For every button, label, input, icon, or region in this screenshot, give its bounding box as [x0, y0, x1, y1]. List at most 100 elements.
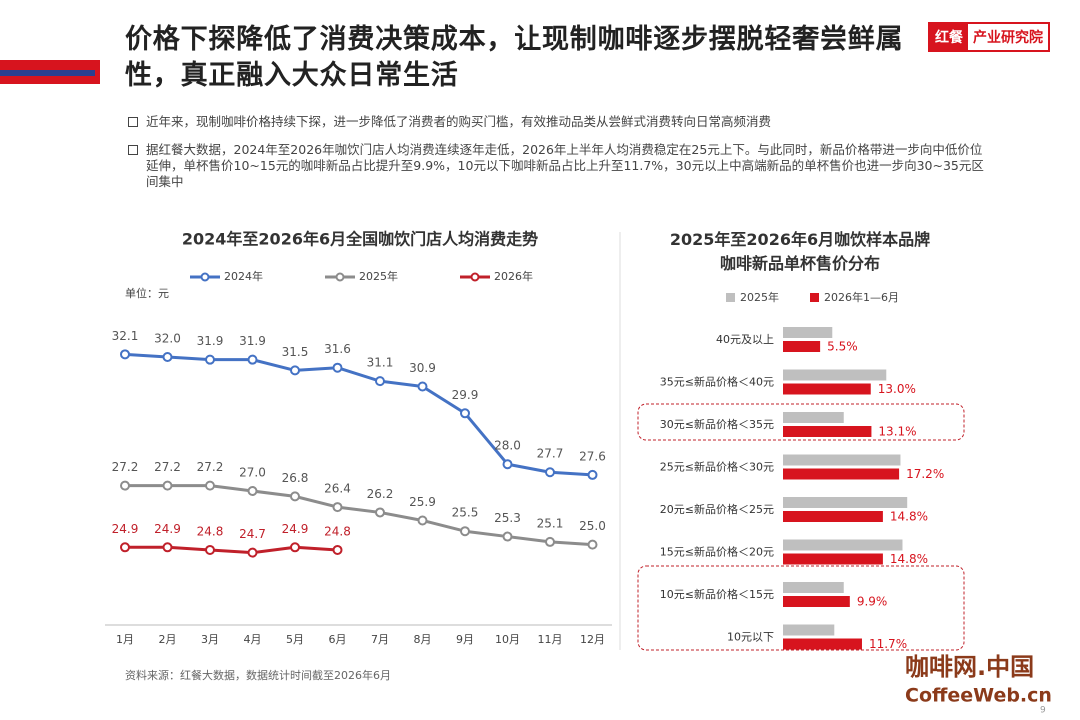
data-label: 24.8 [324, 524, 351, 538]
category-label: 10元以下 [727, 631, 774, 644]
data-label: 25.5 [452, 506, 479, 520]
point [290, 365, 300, 376]
watermark: 咖啡网.中国 [905, 653, 1034, 681]
point [332, 544, 343, 555]
point [417, 515, 428, 526]
page-number: 9 [1040, 706, 1046, 716]
point [120, 480, 130, 491]
data-label: 9.9% [857, 595, 888, 609]
category-label: 40元及以上 [716, 333, 774, 346]
x-tick-label: 4月 [244, 633, 262, 646]
highlight [637, 403, 965, 441]
highlight [637, 565, 965, 651]
bar [783, 426, 872, 437]
bar [783, 539, 903, 551]
bar [783, 553, 883, 565]
x-tick-label: 11月 [538, 633, 563, 646]
chart-title: 2025年至2026年6月咖饮样本品牌咖啡新品单杯售价分布 [670, 230, 930, 273]
bar [783, 383, 871, 395]
data-label: 27.2 [154, 460, 181, 474]
point [247, 547, 258, 558]
legend-marker [200, 272, 210, 282]
point [502, 459, 513, 470]
category-label: 30元≤新品价格＜35元 [660, 417, 774, 431]
bullet: 近年来，现制咖啡价格持续下探，进一步降低了消费者的购买门槛，有效推动品类从尝鲜式… [128, 114, 991, 130]
logo-mark: 红餐 [930, 24, 968, 50]
data-label: 25.3 [494, 511, 521, 525]
point [247, 354, 258, 365]
category-label: 35元≤新品价格＜40元 [660, 375, 774, 389]
data-label: 17.2% [906, 467, 944, 481]
category-label: 15元≤新品价格＜20元 [660, 545, 774, 559]
point [162, 480, 173, 491]
legend-label: 2026年 [494, 269, 533, 283]
data-label: 27.7 [537, 447, 564, 461]
x-tick-label: 1月 [116, 633, 134, 646]
unit: 单位：元 [125, 286, 169, 300]
bar [783, 511, 883, 522]
data-label: 5.5% [827, 340, 858, 354]
bar [783, 468, 900, 480]
x-tick-label: 5月 [286, 633, 304, 646]
point [120, 542, 130, 553]
legend-swatch [726, 293, 735, 302]
category-label: 10元≤新品价格＜15元 [660, 587, 774, 601]
data-label: 24.9 [154, 522, 181, 536]
x-tick-label: 9月 [456, 633, 474, 646]
point [587, 469, 598, 480]
data-label: 26.8 [282, 471, 309, 485]
bar [783, 327, 833, 338]
data-label: 24.7 [239, 527, 266, 541]
point [205, 544, 215, 555]
bar [783, 582, 844, 593]
bar [783, 497, 908, 508]
point [332, 362, 343, 373]
stripe [0, 70, 95, 76]
data-label: 27.6 [579, 449, 606, 463]
x-tick-label: 7月 [371, 633, 389, 646]
legend-marker [335, 272, 345, 282]
data-label: 14.8% [890, 552, 928, 566]
series-line [124, 352, 593, 477]
data-label: 32.1 [112, 329, 139, 343]
point [460, 408, 470, 419]
data-label: 32.0 [154, 332, 181, 346]
bullet: 据红餐大数据，2024年至2026年咖饮门店人均消费连续逐年走低，2026年上半… [128, 142, 991, 190]
bar [783, 412, 844, 423]
data-label: 24.9 [282, 522, 309, 536]
data-label: 31.9 [239, 334, 266, 348]
point [205, 480, 215, 491]
point [545, 467, 555, 478]
bar [783, 369, 887, 381]
category-label: 20元≤新品价格＜25元 [660, 502, 774, 516]
series-line [125, 545, 338, 555]
point [417, 381, 428, 392]
data-label: 29.9 [452, 388, 479, 402]
data-label: 25.9 [409, 495, 436, 509]
data-label: 26.2 [367, 487, 394, 501]
data-label: 11.7% [869, 637, 907, 651]
x-tick-label: 2月 [159, 633, 177, 646]
point [375, 507, 385, 518]
bar [783, 638, 862, 650]
source: 资料来源：红餐大数据，数据统计时间截至2026年6月 [125, 668, 391, 682]
data-label: 27.2 [112, 460, 139, 474]
legend-label: 2025年 [359, 269, 398, 283]
logo: 红餐 产业研究院 [928, 22, 1050, 52]
data-label: 24.9 [112, 522, 139, 536]
data-label: 13.0% [878, 382, 916, 396]
logo-text: 产业研究院 [973, 30, 1043, 46]
data-label: 31.9 [197, 334, 224, 348]
legend-label: 2024年 [224, 269, 263, 283]
data-label: 31.1 [367, 356, 394, 370]
point [205, 354, 215, 365]
x-tick-label: 8月 [414, 633, 432, 646]
watermark: CoffeeWeb.cn [905, 685, 1052, 707]
point [460, 526, 470, 537]
point [502, 531, 513, 542]
data-label: 26.4 [324, 482, 351, 496]
point [290, 542, 300, 553]
x-tick-label: 6月 [329, 633, 347, 646]
x-tick-label: 3月 [201, 633, 219, 646]
